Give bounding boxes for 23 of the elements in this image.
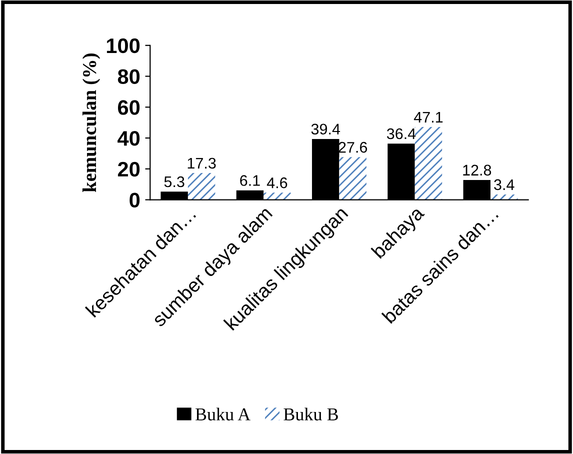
data-label: 17.3 [188,158,216,169]
data-label: 5.3 [164,176,184,188]
bar [339,157,366,200]
y-tick-label: 60 [118,100,140,115]
data-label: 12.8 [463,164,492,176]
bar [188,173,216,200]
data-label: 36.4 [386,128,416,140]
bar [264,192,291,200]
data-label: 39.4 [311,124,340,135]
data-label: 3.4 [494,179,514,190]
y-tick-label: 80 [118,69,140,84]
data-label: 27.6 [338,142,368,153]
data-label: 47.1 [414,112,443,122]
y-tick-label: 100 [106,38,140,54]
y-tick-label: 40 [118,131,140,146]
bar [414,127,442,200]
y-tick-label: 20 [118,162,140,177]
legend-label: Buku A [195,408,250,420]
y-axis-title: kemunculan (%) [82,53,100,192]
legend-label: Buku B [284,408,338,420]
y-tick-label: 0 [130,192,140,208]
data-label: 4.6 [266,177,288,188]
data-label: 6.1 [240,175,260,186]
